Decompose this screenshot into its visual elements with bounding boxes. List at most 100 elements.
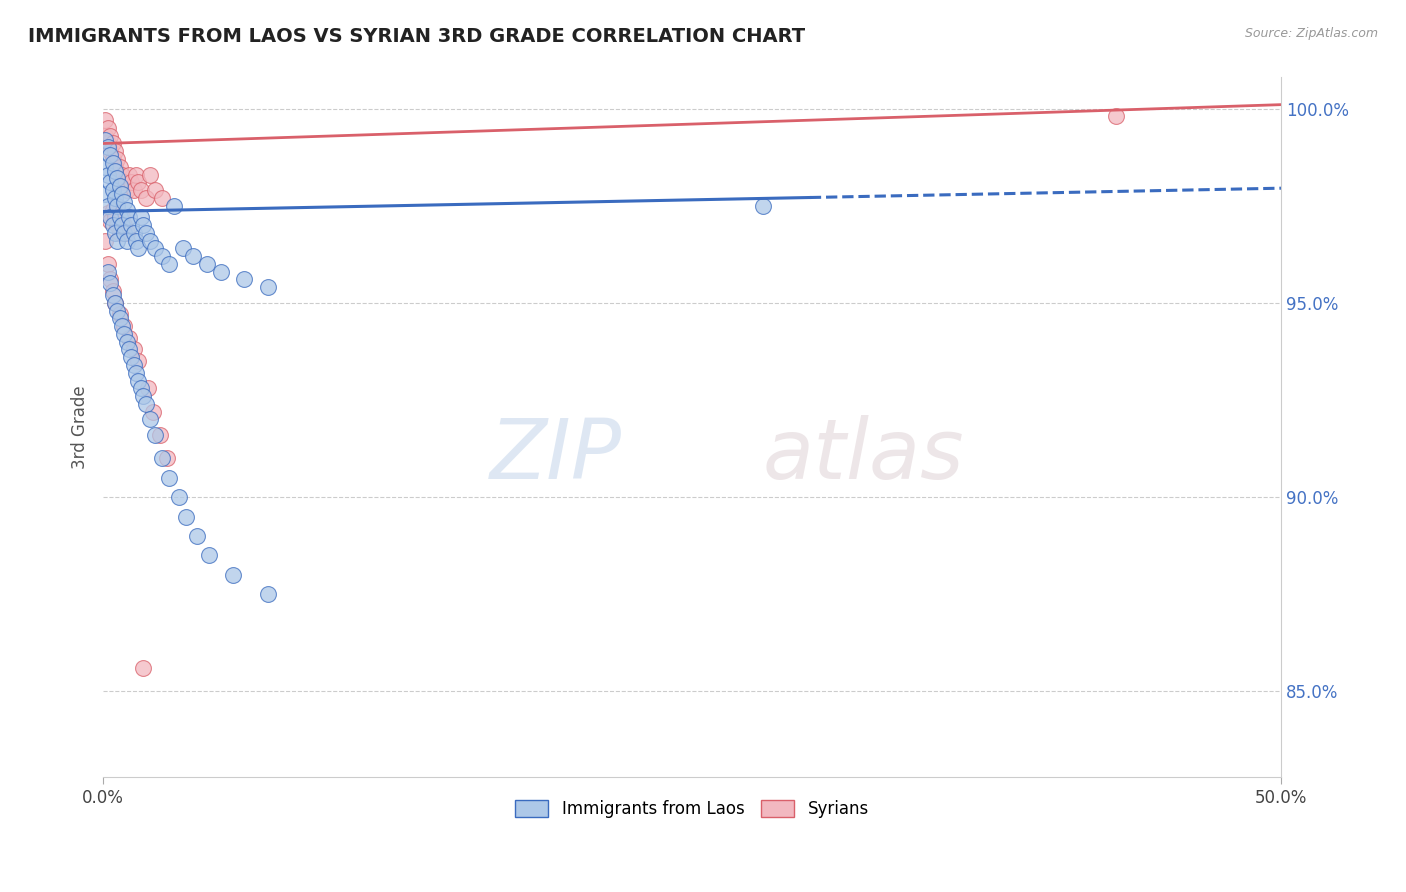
Point bbox=[142, 404, 165, 418]
Point bbox=[104, 295, 127, 310]
Point bbox=[125, 168, 148, 182]
Point bbox=[97, 120, 120, 135]
Point bbox=[156, 451, 179, 466]
Text: IMMIGRANTS FROM LAOS VS SYRIAN 3RD GRADE CORRELATION CHART: IMMIGRANTS FROM LAOS VS SYRIAN 3RD GRADE… bbox=[28, 27, 806, 45]
Point bbox=[112, 218, 135, 232]
Point bbox=[118, 211, 141, 225]
Point bbox=[172, 241, 194, 255]
Point bbox=[221, 567, 243, 582]
Point bbox=[112, 319, 135, 334]
Point bbox=[101, 284, 124, 298]
Point bbox=[105, 303, 128, 318]
Point bbox=[257, 280, 280, 294]
Point bbox=[118, 331, 141, 345]
Point bbox=[132, 389, 155, 403]
Point bbox=[127, 175, 149, 189]
Point bbox=[94, 128, 117, 143]
Point bbox=[98, 277, 121, 291]
Point bbox=[104, 226, 127, 240]
Point bbox=[209, 265, 232, 279]
Point bbox=[108, 311, 131, 326]
Point bbox=[104, 211, 127, 225]
Point bbox=[104, 163, 127, 178]
Point bbox=[122, 358, 145, 372]
Y-axis label: 3rd Grade: 3rd Grade bbox=[72, 385, 89, 469]
Point bbox=[112, 226, 135, 240]
Point bbox=[167, 490, 190, 504]
Point bbox=[115, 202, 138, 217]
Point bbox=[135, 226, 157, 240]
Point bbox=[94, 113, 117, 128]
Point bbox=[127, 354, 149, 368]
Point bbox=[112, 175, 135, 189]
Point bbox=[112, 326, 135, 341]
Point bbox=[105, 199, 128, 213]
Point bbox=[97, 199, 120, 213]
Point bbox=[157, 471, 180, 485]
Point bbox=[143, 183, 166, 197]
Point bbox=[157, 257, 180, 271]
Point bbox=[122, 343, 145, 357]
Point bbox=[101, 288, 124, 302]
Point bbox=[115, 234, 138, 248]
Point bbox=[198, 549, 221, 563]
Point bbox=[136, 381, 159, 395]
Point bbox=[108, 308, 131, 322]
Point bbox=[163, 199, 186, 213]
Point bbox=[751, 199, 773, 213]
Point bbox=[98, 211, 121, 225]
Point bbox=[120, 175, 142, 189]
Point bbox=[150, 191, 173, 205]
Point bbox=[97, 136, 120, 151]
Point bbox=[101, 218, 124, 232]
Point bbox=[195, 257, 218, 271]
Point bbox=[105, 152, 128, 166]
Point bbox=[104, 160, 127, 174]
Point bbox=[111, 168, 134, 182]
Point bbox=[135, 397, 157, 411]
Point bbox=[127, 374, 149, 388]
Point bbox=[118, 343, 141, 357]
Point bbox=[104, 145, 127, 159]
Point bbox=[94, 187, 117, 202]
Point bbox=[98, 128, 121, 143]
Point bbox=[98, 175, 121, 189]
Point bbox=[143, 428, 166, 442]
Point bbox=[108, 211, 131, 225]
Point bbox=[125, 366, 148, 380]
Point bbox=[94, 133, 117, 147]
Point bbox=[132, 661, 155, 675]
Point bbox=[149, 428, 172, 442]
Point bbox=[122, 226, 145, 240]
Point bbox=[150, 249, 173, 263]
Point bbox=[127, 241, 149, 255]
Point bbox=[115, 334, 138, 349]
Point bbox=[233, 272, 256, 286]
Point bbox=[108, 160, 131, 174]
Point bbox=[98, 272, 121, 286]
Point bbox=[101, 156, 124, 170]
Text: atlas: atlas bbox=[762, 415, 965, 496]
Point bbox=[125, 234, 148, 248]
Point bbox=[105, 168, 128, 182]
Point bbox=[129, 183, 152, 197]
Point bbox=[257, 587, 280, 601]
Point bbox=[139, 234, 162, 248]
Point bbox=[105, 218, 128, 232]
Point bbox=[94, 160, 117, 174]
Point bbox=[186, 529, 208, 543]
Point bbox=[105, 234, 128, 248]
Point bbox=[143, 241, 166, 255]
Point bbox=[97, 140, 120, 154]
Point bbox=[115, 226, 138, 240]
Text: ZIP: ZIP bbox=[489, 415, 621, 496]
Point bbox=[120, 218, 142, 232]
Point bbox=[112, 194, 135, 209]
Point bbox=[135, 191, 157, 205]
Point bbox=[120, 350, 142, 364]
Point bbox=[129, 211, 152, 225]
Point bbox=[105, 171, 128, 186]
Point bbox=[129, 381, 152, 395]
Point bbox=[108, 179, 131, 194]
Point bbox=[108, 226, 131, 240]
